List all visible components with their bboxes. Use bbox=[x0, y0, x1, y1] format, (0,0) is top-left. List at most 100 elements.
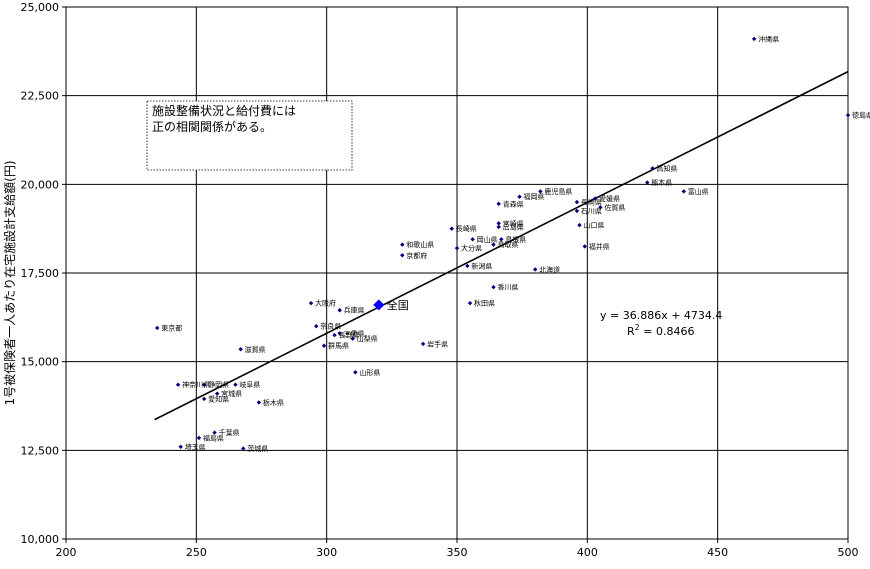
data-point bbox=[465, 263, 470, 269]
data-label: 岡山県 bbox=[477, 235, 498, 244]
data-point bbox=[449, 226, 454, 231]
data-point bbox=[499, 237, 504, 242]
data-label: 和歌山県 bbox=[406, 240, 434, 249]
data-label: 徳島県 bbox=[852, 111, 870, 120]
data-label: 山形県 bbox=[359, 368, 380, 377]
data-label: 新潟県 bbox=[471, 261, 492, 270]
r-squared-prefix: R bbox=[627, 325, 635, 338]
data-label: 岐阜県 bbox=[239, 380, 260, 389]
y-tick-label: 12,500 bbox=[21, 444, 60, 457]
data-point bbox=[470, 237, 475, 242]
data-point bbox=[321, 343, 327, 348]
y-tick-label: 20,000 bbox=[21, 178, 60, 191]
data-label: 宮崎県 bbox=[503, 219, 524, 228]
data-point bbox=[178, 444, 183, 449]
data-label: 長崎県 bbox=[581, 198, 602, 207]
data-label: 石川県 bbox=[581, 207, 602, 215]
data-point bbox=[337, 308, 342, 313]
r-squared-value: = 0.8466 bbox=[640, 325, 695, 338]
data-label: 岩手県 bbox=[427, 339, 448, 348]
data-point bbox=[241, 446, 246, 451]
r-squared-exponent: 2 bbox=[635, 323, 640, 332]
data-label: 福岡県 bbox=[524, 192, 545, 201]
data-point bbox=[533, 267, 538, 272]
data-label: 富山県 bbox=[688, 187, 709, 196]
data-label: 大阪府 bbox=[315, 299, 336, 308]
data-point bbox=[400, 242, 405, 247]
data-point bbox=[491, 284, 496, 290]
data-point bbox=[845, 112, 851, 118]
data-point bbox=[332, 332, 337, 338]
data-label: 福島県 bbox=[203, 433, 224, 442]
data-point bbox=[400, 253, 405, 258]
data-label: 愛媛県 bbox=[599, 194, 620, 203]
data-label: 沖縄県 bbox=[758, 34, 779, 43]
annotation-line-2: 正の相関関係がある。 bbox=[152, 119, 272, 134]
data-point bbox=[467, 300, 473, 306]
data-label: 滋賀県 bbox=[245, 345, 266, 354]
data-point bbox=[454, 245, 460, 251]
data-label: 福井県 bbox=[589, 242, 610, 251]
data-point bbox=[574, 199, 580, 205]
annotation-line-1: 施設整備状況と給付費には bbox=[152, 103, 296, 118]
data-label: 埼玉県 bbox=[185, 442, 206, 451]
data-points bbox=[155, 36, 851, 451]
data-point bbox=[196, 435, 202, 441]
data-label: 鳥取県 bbox=[497, 240, 518, 249]
data-point bbox=[645, 180, 650, 185]
data-label: 三重県 bbox=[344, 330, 365, 338]
y-tick-label: 10,000 bbox=[21, 533, 60, 546]
data-label: 長崎県 bbox=[456, 224, 477, 233]
data-point bbox=[496, 201, 501, 207]
x-tick-label: 450 bbox=[707, 546, 728, 559]
data-point bbox=[420, 341, 426, 347]
grid-lines bbox=[65, 6, 849, 540]
data-point bbox=[650, 166, 655, 171]
data-label: 神奈川県 bbox=[182, 380, 210, 389]
data-point bbox=[538, 189, 543, 194]
data-label: 鹿児島県 bbox=[544, 187, 572, 196]
x-tick-label: 350 bbox=[447, 546, 468, 559]
data-point bbox=[337, 331, 342, 336]
data-point bbox=[496, 221, 501, 226]
annotation-frame bbox=[146, 100, 353, 171]
trendline bbox=[154, 70, 849, 421]
annotation-box: 施設整備状況と給付費には 正の相関関係がある。 bbox=[146, 100, 353, 171]
data-point bbox=[201, 396, 207, 402]
data-point bbox=[496, 224, 501, 230]
x-tick-label: 300 bbox=[316, 546, 337, 559]
data-point bbox=[201, 382, 207, 387]
national-label: 全国 bbox=[387, 298, 409, 312]
y-axis-label: 1号被保険者一人あたり在宅施設計支給額(円) bbox=[2, 161, 17, 406]
x-tick-label: 500 bbox=[838, 546, 859, 559]
data-point bbox=[308, 300, 314, 306]
y-tick-label: 15,000 bbox=[21, 356, 60, 369]
data-point bbox=[517, 194, 522, 199]
data-point bbox=[574, 208, 580, 214]
data-point bbox=[577, 222, 582, 228]
data-point bbox=[751, 36, 757, 42]
data-label: 長野県 bbox=[338, 332, 359, 340]
data-label: 兵庫県 bbox=[344, 306, 365, 315]
data-label: 大分県 bbox=[461, 244, 482, 253]
data-label: 香川県 bbox=[497, 283, 518, 292]
data-label: 静岡県 bbox=[208, 380, 229, 389]
x-tick-label: 400 bbox=[577, 546, 598, 559]
national-point bbox=[373, 299, 385, 311]
data-label: 高知県 bbox=[657, 164, 678, 173]
r-squared-label: R2 = 0.8466 bbox=[627, 323, 694, 338]
data-label: 京都府 bbox=[406, 251, 427, 260]
data-label: 島根県 bbox=[505, 235, 526, 244]
data-label: 山梨県 bbox=[357, 334, 378, 343]
y-tick-label: 17,500 bbox=[21, 267, 60, 280]
data-point bbox=[350, 336, 355, 341]
data-label: 宮城県 bbox=[221, 389, 242, 398]
data-label: 山口県 bbox=[584, 221, 605, 230]
data-point bbox=[582, 244, 587, 249]
data-point bbox=[592, 196, 598, 201]
data-label: 東京都 bbox=[161, 323, 182, 332]
data-point bbox=[238, 347, 243, 352]
data-label: 栃木県 bbox=[263, 398, 284, 407]
data-label: 熊本県 bbox=[651, 178, 672, 187]
